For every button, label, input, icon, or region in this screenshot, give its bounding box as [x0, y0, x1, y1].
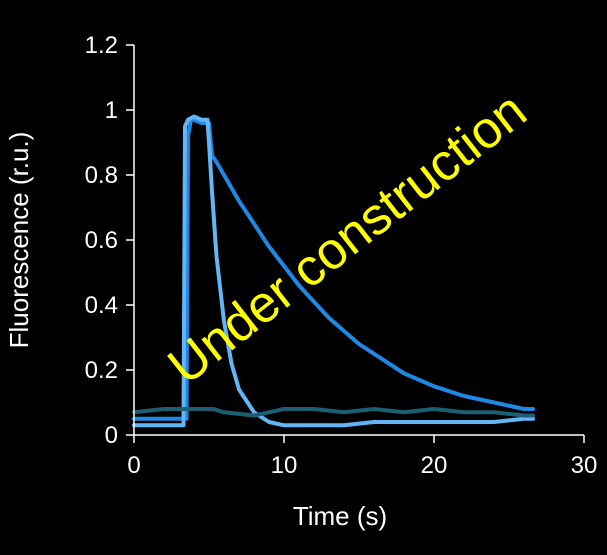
- series-layer: [132, 114, 535, 428]
- y-tick-label: 0.2: [85, 357, 118, 384]
- y-tick-label: 0: [105, 422, 118, 449]
- y-tick-label: 1: [105, 97, 118, 124]
- x-tick-label: 0: [127, 452, 140, 479]
- x-tick-label: 30: [571, 452, 598, 479]
- x-axis-title: Time (s): [293, 501, 387, 531]
- series-line-2: [132, 114, 535, 428]
- y-axis-title: Fluorescence (r.u.): [4, 132, 34, 349]
- y-tick-label: 0.6: [85, 227, 118, 254]
- x-tick-label: 10: [271, 452, 298, 479]
- x-tick-label: 20: [421, 452, 448, 479]
- series-line-3: [132, 407, 535, 418]
- series-line-1: [132, 117, 535, 421]
- y-tick-label: 0.4: [85, 292, 118, 319]
- y-tick-label: 0.8: [85, 162, 118, 189]
- y-tick-label: 1.2: [85, 32, 118, 59]
- ticks-layer: 0 0.2 0.4 0.6 0.8 1 1.2 0 10 20 30: [85, 32, 598, 479]
